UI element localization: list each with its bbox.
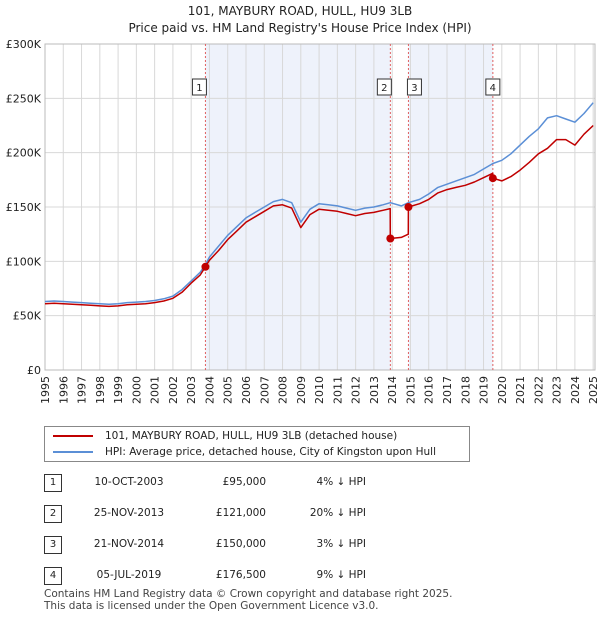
x-tick-label: 2015 xyxy=(404,376,417,404)
sale-date: 10-OCT-2003 xyxy=(94,476,164,488)
sale-marker-label: 1 xyxy=(196,83,202,94)
footer-line-1: Contains HM Land Registry data © Crown c… xyxy=(44,588,453,600)
chart-subtitle: Price paid vs. HM Land Registry's House … xyxy=(128,21,471,35)
x-tick-label: 2025 xyxy=(587,376,600,404)
sale-marker-label: 4 xyxy=(490,83,496,94)
legend-item-hpi: HPI: Average price, detached house, City… xyxy=(53,444,436,460)
sale-date: 21-NOV-2014 xyxy=(93,538,165,550)
x-tick-label: 2016 xyxy=(423,376,436,404)
x-tick-label: 2007 xyxy=(258,376,271,404)
sale-marker-label: 3 xyxy=(411,83,417,94)
sale-hpi-diff: 4% ↓ HPI xyxy=(316,476,366,488)
x-tick-label: 2012 xyxy=(350,376,363,404)
plot-border xyxy=(44,43,596,371)
x-tick-label: 2008 xyxy=(277,376,290,404)
sale-marker-box xyxy=(376,78,392,96)
x-tick-label: 2023 xyxy=(551,376,564,404)
y-tick-label: £100K xyxy=(6,255,42,268)
sale-marker-label: 2 xyxy=(381,83,387,94)
sale-price: £121,000 xyxy=(215,507,266,519)
x-tick-label: 2019 xyxy=(478,376,491,404)
sale-date: 25-NOV-2013 xyxy=(93,507,165,519)
y-tick-label: £250K xyxy=(6,92,42,105)
y-tick-label: £50K xyxy=(13,310,42,323)
sale-number-badge: 1 xyxy=(44,474,62,492)
x-tick-label: 2014 xyxy=(386,376,399,404)
x-tick-label: 2004 xyxy=(203,376,216,404)
x-tick-label: 2021 xyxy=(514,376,527,404)
x-tick-label: 2017 xyxy=(441,376,454,404)
x-tick-label: 1998 xyxy=(94,376,107,404)
legend-item-property: 101, MAYBURY ROAD, HULL, HU9 3LB (detach… xyxy=(53,428,397,444)
x-tick-label: 2024 xyxy=(569,376,582,404)
sale-hpi-diff: 3% ↓ HPI xyxy=(316,538,366,550)
x-tick-label: 2000 xyxy=(130,376,143,404)
footer-line-2: This data is licensed under the Open Gov… xyxy=(44,600,379,612)
footer-attribution: Contains HM Land Registry data © Crown c… xyxy=(44,588,452,612)
sale-point xyxy=(201,262,210,271)
x-tick-label: 2005 xyxy=(222,376,235,404)
table-row: 3 21-NOV-2014 £150,000 3% ↓ HPI xyxy=(44,534,404,554)
sale-date: 05-JUL-2019 xyxy=(96,569,162,581)
legend-label-property: 101, MAYBURY ROAD, HULL, HU9 3LB (detach… xyxy=(105,430,398,442)
chart-title: 101, MAYBURY ROAD, HULL, HU9 3LB xyxy=(188,4,413,18)
x-tick-label: 2022 xyxy=(532,376,545,404)
x-tick-label: 2011 xyxy=(331,376,344,404)
x-tick-label: 1999 xyxy=(112,376,125,404)
legend: 101, MAYBURY ROAD, HULL, HU9 3LB (detach… xyxy=(44,426,470,462)
x-tick-label: 1996 xyxy=(57,376,70,404)
sale-point xyxy=(488,174,497,183)
x-tick-label: 2001 xyxy=(149,376,162,404)
sale-number-badge: 3 xyxy=(44,536,62,554)
sale-point xyxy=(386,234,395,243)
sale-price: £95,000 xyxy=(222,476,266,488)
y-tick-label: £0 xyxy=(27,364,41,377)
y-tick-label: £300K xyxy=(6,38,42,51)
sale-marker-box xyxy=(485,78,501,96)
x-tick-label: 2020 xyxy=(496,376,509,404)
table-row: 1 10-OCT-2003 £95,000 4% ↓ HPI xyxy=(44,472,404,492)
sale-point xyxy=(404,203,413,211)
table-row: 2 25-NOV-2013 £121,000 20% ↓ HPI xyxy=(44,503,404,523)
table-row: 4 05-JUL-2019 £176,500 9% ↓ HPI xyxy=(44,565,404,585)
x-tick-label: 2009 xyxy=(295,376,308,404)
x-tick-label: 1995 xyxy=(39,376,52,404)
x-tick-label: 2006 xyxy=(240,376,253,404)
x-tick-label: 1997 xyxy=(76,376,89,404)
x-tick-label: 2002 xyxy=(167,376,180,404)
sale-number-badge: 4 xyxy=(44,567,62,585)
sale-price: £176,500 xyxy=(215,569,266,581)
y-tick-label: £200K xyxy=(6,147,42,160)
sale-price: £150,000 xyxy=(215,538,266,550)
x-tick-label: 2018 xyxy=(459,376,472,404)
sale-marker-box xyxy=(191,78,207,96)
legend-label-hpi: HPI: Average price, detached house, City… xyxy=(105,446,436,458)
x-tick-label: 2003 xyxy=(185,376,198,404)
sale-hpi-diff: 9% ↓ HPI xyxy=(316,569,366,581)
sale-hpi-diff: 20% ↓ HPI xyxy=(309,507,366,519)
legend-swatch-property xyxy=(53,435,93,437)
hpi-series-line xyxy=(44,102,594,306)
x-tick-label: 2010 xyxy=(313,376,326,404)
legend-swatch-hpi xyxy=(53,451,93,453)
sale-marker-box xyxy=(406,78,422,96)
price-chart: 101, MAYBURY ROAD, HULL, HU9 3LB Price p… xyxy=(6,4,600,404)
x-tick-label: 2013 xyxy=(368,376,381,404)
y-tick-label: £150K xyxy=(6,201,42,214)
sale-number-badge: 2 xyxy=(44,505,62,523)
